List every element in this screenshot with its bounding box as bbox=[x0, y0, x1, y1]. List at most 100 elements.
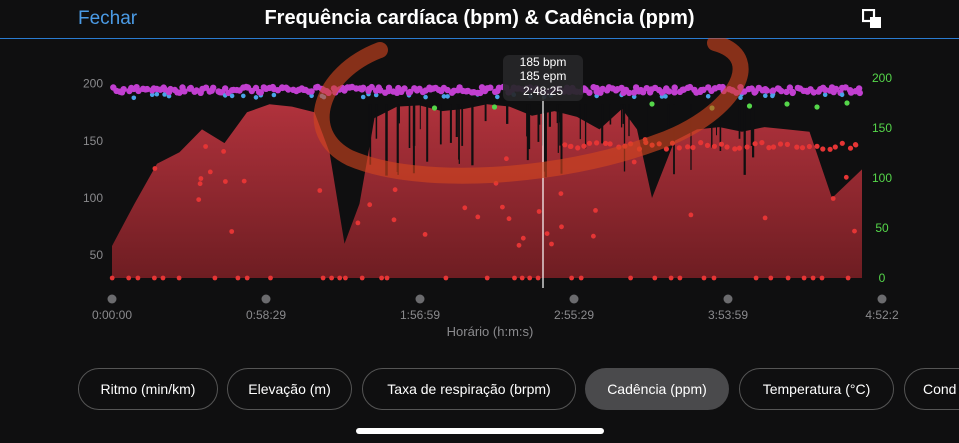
metric-tab[interactable]: Taxa de respiração (brpm) bbox=[362, 368, 576, 410]
cadence-dot bbox=[847, 145, 854, 151]
cadence-dot bbox=[154, 91, 160, 97]
cadence-dot bbox=[724, 144, 730, 150]
cadence-dot bbox=[578, 275, 584, 281]
cadence-dot bbox=[685, 144, 691, 150]
cadence-dot bbox=[308, 88, 315, 95]
cadence-dot bbox=[149, 92, 155, 97]
cadence-dot bbox=[839, 140, 845, 146]
cadence-dot bbox=[766, 145, 772, 151]
cadence-dot bbox=[844, 100, 850, 106]
cadence-dot bbox=[229, 93, 235, 99]
right-axis-tick: 150 bbox=[872, 121, 892, 135]
right-axis-tick: 0 bbox=[879, 271, 886, 285]
cadence-dot bbox=[360, 94, 366, 100]
cadence-dot bbox=[207, 169, 213, 175]
cadence-dot bbox=[810, 89, 817, 96]
cadence-dot bbox=[160, 275, 166, 281]
cadence-dot bbox=[443, 275, 449, 281]
cadence-dot bbox=[822, 92, 828, 97]
cadence-dot bbox=[512, 275, 517, 281]
cadence-dot bbox=[391, 217, 397, 223]
cadence-dot bbox=[377, 87, 384, 94]
cadence-dot bbox=[668, 275, 674, 281]
cadence-dot bbox=[368, 83, 375, 91]
metric-tab[interactable]: Ritmo (min/km) bbox=[78, 368, 218, 410]
x-axis-marker[interactable] bbox=[107, 294, 117, 304]
left-axis-tick: 200 bbox=[83, 77, 103, 91]
cadence-dot bbox=[569, 275, 574, 281]
cadence-dot bbox=[235, 275, 241, 281]
metric-tabs: Ritmo (min/km) Elevação (m) Taxa de respir… bbox=[0, 368, 959, 412]
cadence-dot bbox=[700, 86, 707, 93]
cadence-dot bbox=[704, 142, 711, 148]
cadence-dot bbox=[586, 140, 593, 146]
cadence-dot bbox=[360, 84, 367, 91]
cadence-dot bbox=[575, 145, 581, 151]
tooltip-box bbox=[503, 55, 583, 101]
cadence-dot bbox=[801, 275, 807, 281]
cadence-dot bbox=[229, 229, 235, 234]
cadence-dot bbox=[777, 141, 784, 147]
cadence-dot bbox=[567, 144, 573, 149]
cadence-dot bbox=[317, 188, 323, 193]
cadence-dot bbox=[746, 103, 753, 109]
cadence-dot bbox=[832, 85, 840, 93]
cadence-dot bbox=[495, 94, 500, 100]
x-axis-marker[interactable] bbox=[723, 294, 733, 304]
metric-tab[interactable]: Elevação (m) bbox=[227, 368, 352, 410]
cadence-dot bbox=[853, 142, 859, 148]
cadence-dot bbox=[500, 204, 505, 210]
cadence-dot bbox=[223, 179, 228, 184]
x-axis-tick: 4:52:2 bbox=[865, 308, 899, 322]
cadence-dot bbox=[144, 85, 151, 93]
x-axis-marker[interactable] bbox=[877, 294, 887, 304]
x-axis-marker[interactable] bbox=[415, 294, 425, 304]
cadence-dot bbox=[423, 94, 428, 100]
x-axis-tick: 0:00:00 bbox=[92, 308, 132, 322]
cadence-dot bbox=[221, 149, 227, 154]
metric-tab[interactable]: Temperatura (°C) bbox=[739, 368, 894, 410]
cadence-dot bbox=[135, 275, 141, 281]
cadence-dot bbox=[856, 89, 863, 97]
metric-tab[interactable]: Cadência (ppm) bbox=[585, 368, 729, 410]
cadence-dot bbox=[441, 94, 447, 99]
tooltip-heart-rate: 185 bpm bbox=[520, 55, 567, 69]
cadence-dot bbox=[789, 88, 796, 96]
cadence-dot bbox=[631, 94, 637, 100]
cadence-dot bbox=[506, 216, 512, 222]
cadence-dot bbox=[549, 241, 554, 247]
close-button[interactable]: Fechar bbox=[78, 8, 138, 29]
cadence-dot bbox=[244, 275, 250, 281]
cadence-dot bbox=[131, 95, 137, 101]
cadence-dot bbox=[753, 275, 759, 281]
chart-area[interactable]: 50 100 150 200 0 50 100 150 200 0:00:00 0:58:29 1… bbox=[0, 38, 959, 348]
cadence-dot bbox=[210, 84, 217, 91]
cadence-dot bbox=[830, 196, 836, 201]
cadence-dot bbox=[401, 85, 408, 92]
left-axis-tick: 50 bbox=[90, 248, 104, 262]
cadence-dot bbox=[203, 144, 209, 149]
metric-tab[interactable]: Cond bbox=[904, 368, 959, 410]
cadence-dot bbox=[126, 275, 132, 281]
cadence-dot bbox=[652, 275, 658, 281]
cadence-dot bbox=[663, 94, 668, 99]
cadence-dot bbox=[562, 142, 568, 148]
home-indicator[interactable] bbox=[356, 428, 604, 434]
cadence-dot bbox=[309, 93, 314, 99]
cadence-dot bbox=[527, 275, 533, 281]
cadence-dot bbox=[785, 275, 791, 281]
fullscreen-toggle-icon[interactable] bbox=[862, 9, 882, 29]
cadence-dot bbox=[778, 87, 785, 95]
cadence-dot bbox=[763, 93, 768, 98]
cadence-dot bbox=[222, 85, 229, 92]
cadence-dot bbox=[337, 275, 343, 281]
cadence-dot bbox=[718, 141, 725, 147]
cadence-dot bbox=[594, 140, 600, 146]
cadence-dot bbox=[626, 89, 633, 97]
heart-rate-area bbox=[112, 104, 862, 278]
cadence-dot bbox=[516, 242, 522, 248]
x-axis-marker[interactable] bbox=[569, 294, 579, 304]
cadence-dot bbox=[120, 86, 127, 93]
cadence-dot bbox=[385, 84, 393, 91]
x-axis-marker[interactable] bbox=[261, 294, 271, 304]
